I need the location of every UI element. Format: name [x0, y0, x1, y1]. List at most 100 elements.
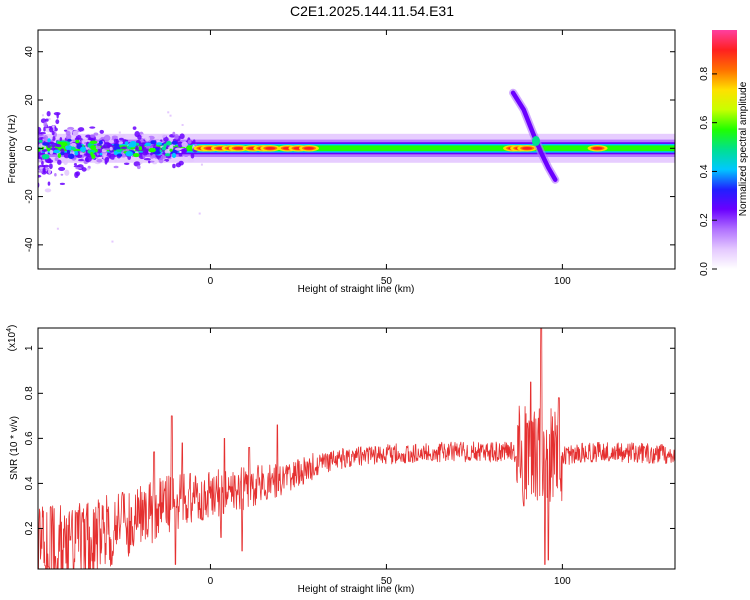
spectrogram-x-label: Height of straight line (km)	[298, 284, 415, 295]
spectrogram-cell	[65, 145, 73, 151]
spectrogram-cell	[160, 155, 167, 160]
spectrogram-y-tick-label: 0	[24, 145, 35, 151]
snr-y-multiplier-close: )	[7, 325, 18, 328]
snr-y-tick-label: 0.6	[24, 431, 35, 445]
spectrogram-cell	[171, 140, 178, 145]
spectrogram-cell	[163, 136, 169, 142]
spectrogram-cell	[143, 158, 151, 161]
spectrogram-cell	[169, 114, 172, 117]
spectrogram-cell	[120, 146, 128, 150]
spectrogram-cell	[158, 158, 164, 164]
spectrogram-cell	[58, 166, 66, 171]
spectrogram-y-tick-label: 20	[24, 94, 35, 106]
spectrogram-cell	[38, 126, 42, 133]
colorbar-gradient	[712, 30, 737, 269]
spectrogram-cell	[165, 140, 172, 146]
snr-y-tick-label: 0.4	[24, 476, 35, 490]
spectrogram-cell	[73, 162, 77, 166]
spectrogram-frame	[37, 29, 676, 270]
spectrogram-cell	[124, 141, 129, 145]
spectrogram-cell	[129, 141, 137, 146]
spectrogram-cell	[72, 130, 79, 137]
spectrogram-cell	[190, 152, 195, 159]
spectrogram-cell	[67, 138, 72, 142]
ridge-peak-center	[265, 146, 276, 150]
spectrogram-cell	[89, 140, 98, 145]
snr-x-tick-label: 50	[381, 576, 393, 587]
spectrogram-cell	[113, 150, 118, 156]
spectrogram-cell	[141, 134, 144, 137]
snr-x-tick-label: 100	[554, 576, 571, 587]
spectrogram-cell	[70, 146, 76, 151]
spectrogram-cell	[121, 134, 126, 139]
colorbar-tick-label: 0.4	[699, 164, 710, 178]
spectrogram-cell	[48, 168, 52, 175]
spectrogram-cell	[65, 130, 71, 136]
spectrogram-cell	[86, 167, 90, 171]
spectrogram-cell	[38, 148, 41, 152]
spectrogram-cell	[192, 139, 196, 144]
spectrogram-cell	[150, 140, 156, 145]
colorbar-ticks: 0.0 0.2 0.4 0.6 0.8	[699, 67, 717, 276]
spectrogram-cell	[118, 131, 121, 134]
spectrogram-cell	[43, 164, 50, 168]
spectrogram-cell	[178, 153, 183, 157]
spectrogram-cell	[78, 127, 85, 132]
spectrogram-cell	[44, 188, 52, 193]
spectrogram-cell	[181, 141, 188, 148]
spectrogram-cell	[96, 158, 103, 163]
spectrogram-cell	[47, 181, 51, 186]
spectrogram-cell	[172, 131, 176, 136]
spectrogram-panel: 0 50 100 -40 -20 0 20 40 Height of straight lin…	[7, 29, 676, 295]
spectrogram-cell	[50, 136, 53, 139]
spectrogram-cell	[98, 140, 103, 145]
spectrogram-cell	[139, 161, 143, 164]
colorbar: 0.0 0.2 0.4 0.6 0.8 Normalized spectral ampl…	[699, 30, 749, 276]
spectrogram-cell	[59, 151, 65, 156]
snr-x-label: Height of straight line (km)	[298, 584, 415, 595]
spectrogram-cell	[175, 162, 182, 168]
spectrogram-cell	[48, 159, 52, 164]
spectrogram-cell	[148, 160, 151, 164]
spectrogram-cell	[123, 162, 130, 165]
spectrogram-cell	[113, 165, 119, 169]
spectrogram-cell	[109, 146, 113, 151]
spectrogram-cell	[132, 126, 137, 130]
spectrogram-cell	[38, 150, 41, 156]
spectrogram-cell	[74, 137, 80, 141]
spectrogram-cell	[39, 131, 46, 135]
spectrogram-cell	[111, 135, 118, 139]
spectrogram-cell	[163, 160, 166, 163]
spectrogram-cell	[57, 159, 62, 165]
spectrogram-cell	[38, 134, 44, 137]
spectrogram-cell	[41, 114, 44, 117]
spectrogram-cell	[38, 174, 42, 178]
spectrogram-cell	[87, 149, 96, 154]
snr-panel: 0 50 100 0.2 0.4 0.6 0.8 1 Height of straight l…	[6, 325, 676, 595]
colorbar-tick-label: 0.6	[699, 115, 710, 129]
spectrogram-cell	[74, 150, 79, 156]
spectrogram-cell	[85, 152, 89, 158]
ridge-peak-center	[592, 146, 603, 150]
spectrogram-cell	[54, 157, 59, 162]
spectrogram-cell	[104, 156, 110, 163]
spectrogram-cell	[38, 158, 42, 162]
spectrogram-cell	[159, 133, 167, 138]
spectrogram-cell	[152, 162, 157, 165]
spectrogram-cell	[148, 147, 156, 153]
spectrogram-cell	[181, 123, 184, 126]
spectrogram-y-tick-label: 40	[24, 46, 35, 58]
spectrogram-cell	[156, 142, 163, 146]
ridge-band-green	[38, 145, 675, 152]
spectrogram-cell	[75, 166, 82, 170]
spectrogram-cell	[144, 136, 151, 142]
spectrogram-cell	[172, 163, 176, 169]
spectrogram-cell	[64, 169, 70, 176]
spectrogram-cell	[51, 141, 56, 148]
spectrogram-cell	[200, 163, 203, 166]
spectrogram-cell	[117, 141, 124, 145]
spectrogram-cell	[43, 134, 49, 141]
spectrogram-cell	[104, 148, 111, 151]
spectrogram-cell	[96, 148, 102, 154]
